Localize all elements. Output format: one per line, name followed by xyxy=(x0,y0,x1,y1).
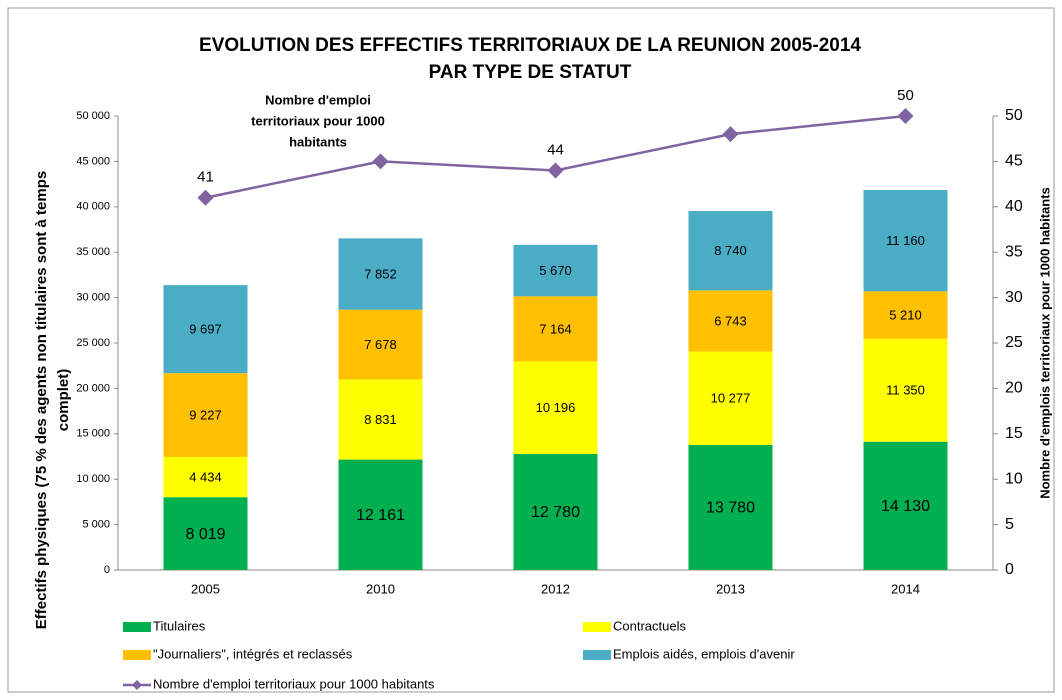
bar-segment xyxy=(513,453,598,570)
bar-segment xyxy=(163,497,248,570)
line-marker xyxy=(897,108,914,124)
data-label: 9 227 xyxy=(189,407,222,422)
data-label: 11 350 xyxy=(886,383,925,398)
legend-label: Nombre d'emploi territoriaux pour 1000 h… xyxy=(153,676,435,691)
data-label: 8 019 xyxy=(185,526,225,543)
data-label: 8 831 xyxy=(364,412,397,427)
line-marker xyxy=(372,153,389,170)
y2-tick-label: 45 xyxy=(1005,153,1023,170)
data-label: 10 196 xyxy=(536,400,576,415)
y2-tick-label: 10 xyxy=(1005,470,1023,487)
y2-tick-label: 20 xyxy=(1005,380,1023,397)
bar-segment xyxy=(863,338,948,442)
y-tick-label: 5 000 xyxy=(82,519,110,531)
legend-label: "Journaliers", intégrés et reclassés xyxy=(153,646,353,661)
legend-swatch xyxy=(123,650,151,660)
bar-segment xyxy=(688,290,773,352)
bar-segment xyxy=(513,244,598,297)
data-label: 12 161 xyxy=(356,507,405,524)
legend-label: Titulaires xyxy=(153,618,206,633)
bar-segment xyxy=(338,309,423,380)
data-label: 8 740 xyxy=(714,243,747,258)
data-label: 14 130 xyxy=(881,498,930,515)
legend-marker xyxy=(132,680,142,690)
y2-tick-label: 0 xyxy=(1005,561,1014,578)
data-label: 6 743 xyxy=(714,313,747,328)
x-tick-label: 2005 xyxy=(191,581,220,596)
x-tick-label: 2013 xyxy=(716,581,745,596)
y-tick-label: 50 000 xyxy=(76,110,110,122)
chart-title: EVOLUTION DES EFFECTIFS TERRITORIAUX DE … xyxy=(199,35,861,56)
y-tick-label: 15 000 xyxy=(76,428,110,440)
data-label: 5 670 xyxy=(539,263,572,278)
y2-tick-label: 25 xyxy=(1005,334,1023,351)
line-marker xyxy=(547,162,564,179)
data-label: 44 xyxy=(547,141,564,158)
y2-tick-label: 40 xyxy=(1005,198,1023,215)
y2-tick-label: 30 xyxy=(1005,289,1023,306)
y2-axis-label: Nombre d'emplois territoriaux pour 1000 … xyxy=(1037,187,1052,499)
legend-swatch xyxy=(583,622,611,632)
legend-label: Contractuels xyxy=(613,618,686,633)
legend-label: Emplois aidés, emplois d'avenir xyxy=(613,646,795,661)
data-label: 5 210 xyxy=(889,307,922,322)
legend-swatch xyxy=(123,622,151,632)
y2-tick-label: 15 xyxy=(1005,425,1023,442)
y-tick-label: 20 000 xyxy=(76,382,110,394)
bar-segment xyxy=(513,361,598,454)
x-tick-label: 2014 xyxy=(891,581,920,596)
y2-tick-label: 35 xyxy=(1005,243,1023,260)
bar-segment xyxy=(338,459,423,570)
bar-segment xyxy=(863,441,948,570)
data-label: 4 434 xyxy=(189,469,222,484)
data-label: 7 852 xyxy=(364,266,397,281)
y-tick-label: 10 000 xyxy=(76,473,110,485)
y-tick-label: 30 000 xyxy=(76,292,110,304)
y-tick-label: 40 000 xyxy=(76,201,110,213)
bar-segment xyxy=(338,238,423,310)
data-label: 10 277 xyxy=(711,391,751,406)
y-tick-label: 35 000 xyxy=(76,246,110,258)
line-marker xyxy=(197,189,214,206)
y-tick-label: 0 xyxy=(104,564,110,576)
annotation: habitants xyxy=(289,134,347,149)
data-label: 7 164 xyxy=(539,321,572,336)
data-label: 50 xyxy=(897,87,914,104)
bar-segment xyxy=(338,379,423,460)
bar-segment xyxy=(863,190,948,292)
data-label: 11 160 xyxy=(886,233,925,248)
bar-segment xyxy=(163,456,248,498)
y2-tick-label: 5 xyxy=(1005,516,1014,533)
data-label: 12 780 xyxy=(531,504,580,521)
bar-segment xyxy=(163,373,248,457)
legend-swatch xyxy=(583,650,611,660)
data-label: 7 678 xyxy=(364,337,397,352)
x-tick-label: 2012 xyxy=(541,581,570,596)
bar-segment xyxy=(688,210,773,291)
x-tick-label: 2010 xyxy=(366,581,395,596)
y-tick-label: 25 000 xyxy=(76,337,110,349)
y-axis-label: complet) xyxy=(55,369,72,432)
bar-segment xyxy=(513,296,598,362)
bar-segment xyxy=(863,291,948,339)
annotation: Nombre d'emploi xyxy=(265,92,371,107)
data-label: 41 xyxy=(197,169,214,186)
bar-segment xyxy=(688,351,773,445)
y2-tick-label: 50 xyxy=(1005,107,1023,124)
line-marker xyxy=(722,126,739,143)
bar-segment xyxy=(688,444,773,570)
y-tick-label: 45 000 xyxy=(76,155,110,167)
data-label: 9 697 xyxy=(189,322,222,337)
bar-segment xyxy=(163,285,248,374)
data-label: 13 780 xyxy=(706,500,755,517)
y-axis-label: Effectifs physiques (75 % des agents non… xyxy=(33,171,50,629)
chart-title: PAR TYPE DE STATUT xyxy=(429,62,632,83)
annotation: territoriaux pour 1000 xyxy=(251,113,385,128)
